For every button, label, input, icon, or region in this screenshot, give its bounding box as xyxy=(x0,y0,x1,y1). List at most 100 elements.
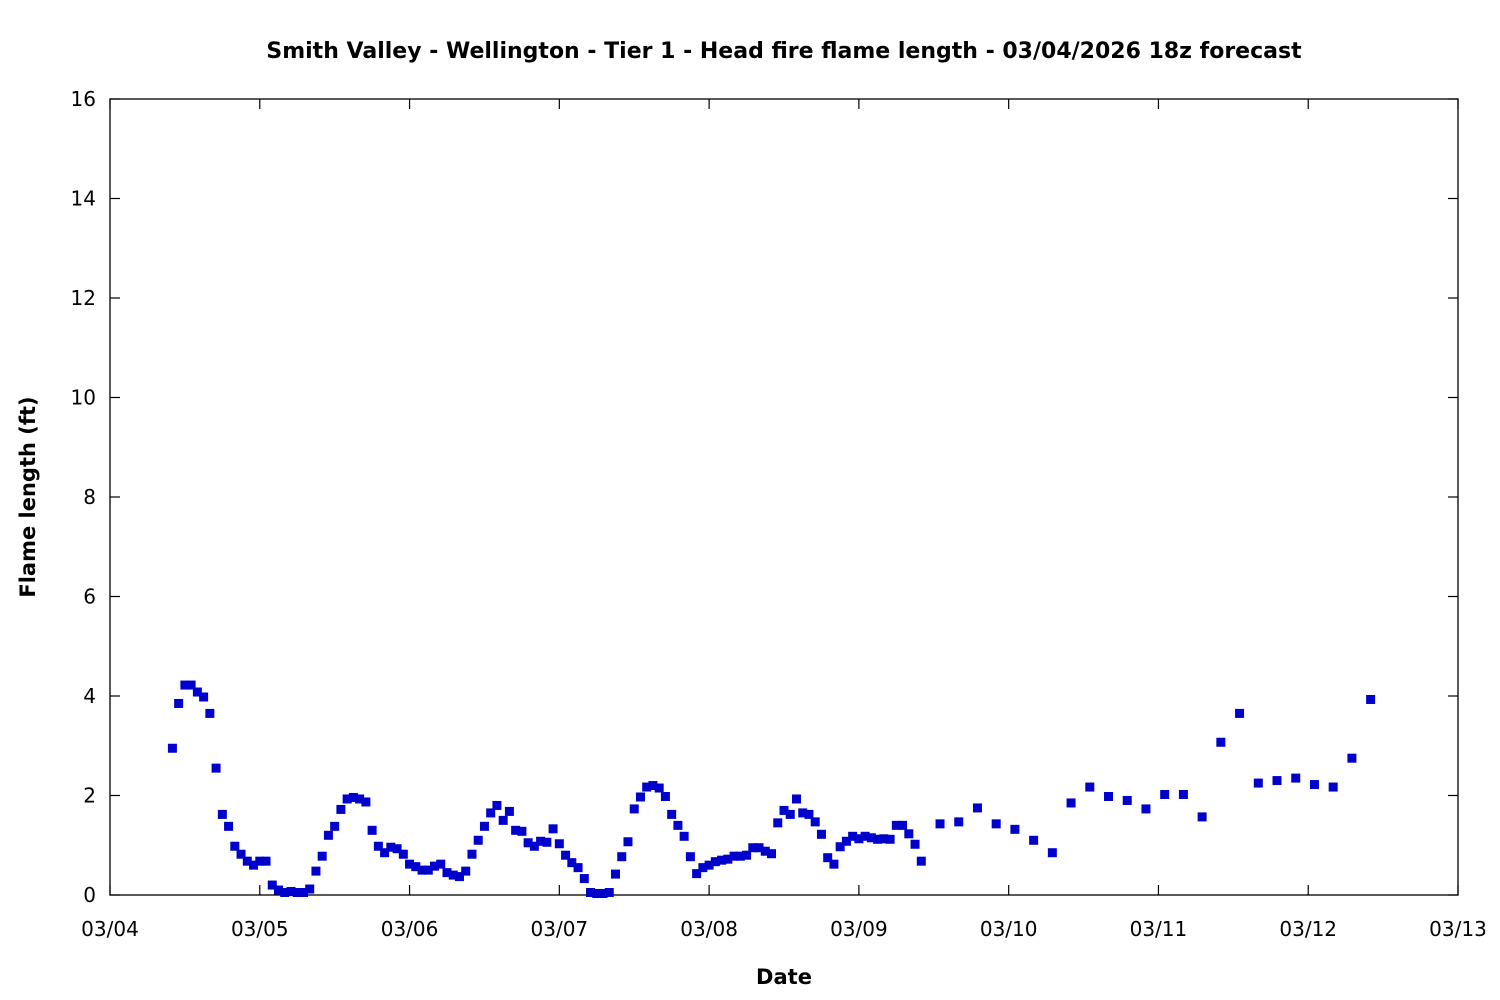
data-point xyxy=(742,850,752,860)
data-point xyxy=(723,854,733,864)
data-point xyxy=(873,834,883,844)
data-point xyxy=(767,849,777,859)
y-tick-label: 4 xyxy=(83,684,96,708)
x-axis-label: Date xyxy=(756,965,812,989)
data-point xyxy=(991,819,1001,829)
data-point xyxy=(698,863,708,873)
data-point xyxy=(436,859,446,869)
data-point xyxy=(311,866,321,876)
y-tick-label: 16 xyxy=(71,87,96,111)
data-point xyxy=(1047,848,1057,858)
data-point xyxy=(573,863,583,873)
data-point xyxy=(361,797,371,807)
data-point xyxy=(342,794,352,804)
data-point xyxy=(486,808,496,818)
data-point xyxy=(848,831,858,841)
x-tick-label: 03/12 xyxy=(1279,917,1337,941)
data-point xyxy=(386,842,396,852)
data-point xyxy=(174,698,184,708)
data-point xyxy=(261,856,271,866)
data-point xyxy=(635,792,645,802)
x-tick-label: 03/11 xyxy=(1130,917,1188,941)
data-point xyxy=(685,852,695,862)
data-point xyxy=(255,856,265,866)
y-axis-label: Flame length (ft) xyxy=(16,396,40,597)
data-point xyxy=(267,880,277,890)
data-point xyxy=(542,837,552,847)
y-tick-label: 2 xyxy=(83,784,96,808)
data-point xyxy=(1253,778,1263,788)
data-point xyxy=(298,888,308,898)
data-point xyxy=(1178,790,1188,800)
x-tick-label: 03/04 xyxy=(81,917,139,941)
data-point xyxy=(810,817,820,827)
chart-title: Smith Valley - Wellington - Tier 1 - Hea… xyxy=(266,39,1302,64)
data-point xyxy=(242,856,252,866)
data-point xyxy=(536,836,546,846)
data-point xyxy=(348,792,358,802)
data-point xyxy=(411,862,421,872)
data-point xyxy=(717,855,727,865)
data-point xyxy=(517,826,527,836)
data-point xyxy=(592,889,602,899)
data-point xyxy=(430,861,440,871)
x-axis: 03/04 03/05 03/06 03/07 03/08 03/09 03/10 03/11… xyxy=(81,99,1487,941)
data-point xyxy=(760,846,770,856)
data-point xyxy=(305,884,315,894)
data-points xyxy=(167,680,1376,899)
data-point xyxy=(479,821,489,831)
data-point xyxy=(180,680,190,690)
y-tick-label: 6 xyxy=(83,585,96,609)
data-point xyxy=(1328,782,1338,792)
x-tick-label: 03/10 xyxy=(980,917,1038,941)
y-axis: 0 2 4 6 8 10 12 14 16 xyxy=(71,87,1458,907)
data-point xyxy=(748,843,758,853)
x-tick-label: 03/09 xyxy=(830,917,888,941)
data-point xyxy=(1029,835,1039,845)
y-tick-label: 0 xyxy=(83,883,96,907)
data-point xyxy=(648,781,658,791)
data-point xyxy=(1010,824,1020,834)
data-point xyxy=(567,858,577,868)
data-point xyxy=(448,870,458,880)
data-point xyxy=(860,831,870,841)
x-tick-label: 03/13 xyxy=(1429,917,1487,941)
data-point xyxy=(1066,798,1076,808)
data-point xyxy=(286,887,296,897)
data-point xyxy=(392,844,402,854)
data-point xyxy=(673,820,683,830)
data-point xyxy=(629,804,639,814)
data-point xyxy=(249,860,259,870)
data-point xyxy=(1216,737,1226,747)
data-point xyxy=(1291,773,1301,783)
data-point xyxy=(854,834,864,844)
data-point xyxy=(891,820,901,830)
x-tick-label: 03/05 xyxy=(231,917,289,941)
y-tick-label: 14 xyxy=(71,187,96,211)
data-point xyxy=(623,837,633,847)
data-point xyxy=(1197,812,1207,822)
data-point xyxy=(1085,782,1095,792)
data-point xyxy=(611,869,620,879)
data-point xyxy=(205,708,215,718)
data-point xyxy=(1160,790,1170,800)
data-point xyxy=(1235,708,1245,718)
data-point xyxy=(841,836,851,846)
data-point xyxy=(954,817,964,827)
data-point xyxy=(561,850,571,860)
data-point xyxy=(704,860,714,870)
data-point xyxy=(798,808,808,818)
data-point xyxy=(972,803,982,813)
data-point xyxy=(442,868,452,878)
data-point xyxy=(529,841,539,851)
data-point xyxy=(317,851,327,861)
y-tick-label: 12 xyxy=(71,286,96,310)
data-point xyxy=(904,829,914,839)
data-point xyxy=(336,804,346,814)
data-point xyxy=(667,809,677,819)
data-point xyxy=(823,853,833,863)
data-point xyxy=(199,692,209,702)
data-point xyxy=(679,831,689,841)
data-point xyxy=(773,818,783,828)
